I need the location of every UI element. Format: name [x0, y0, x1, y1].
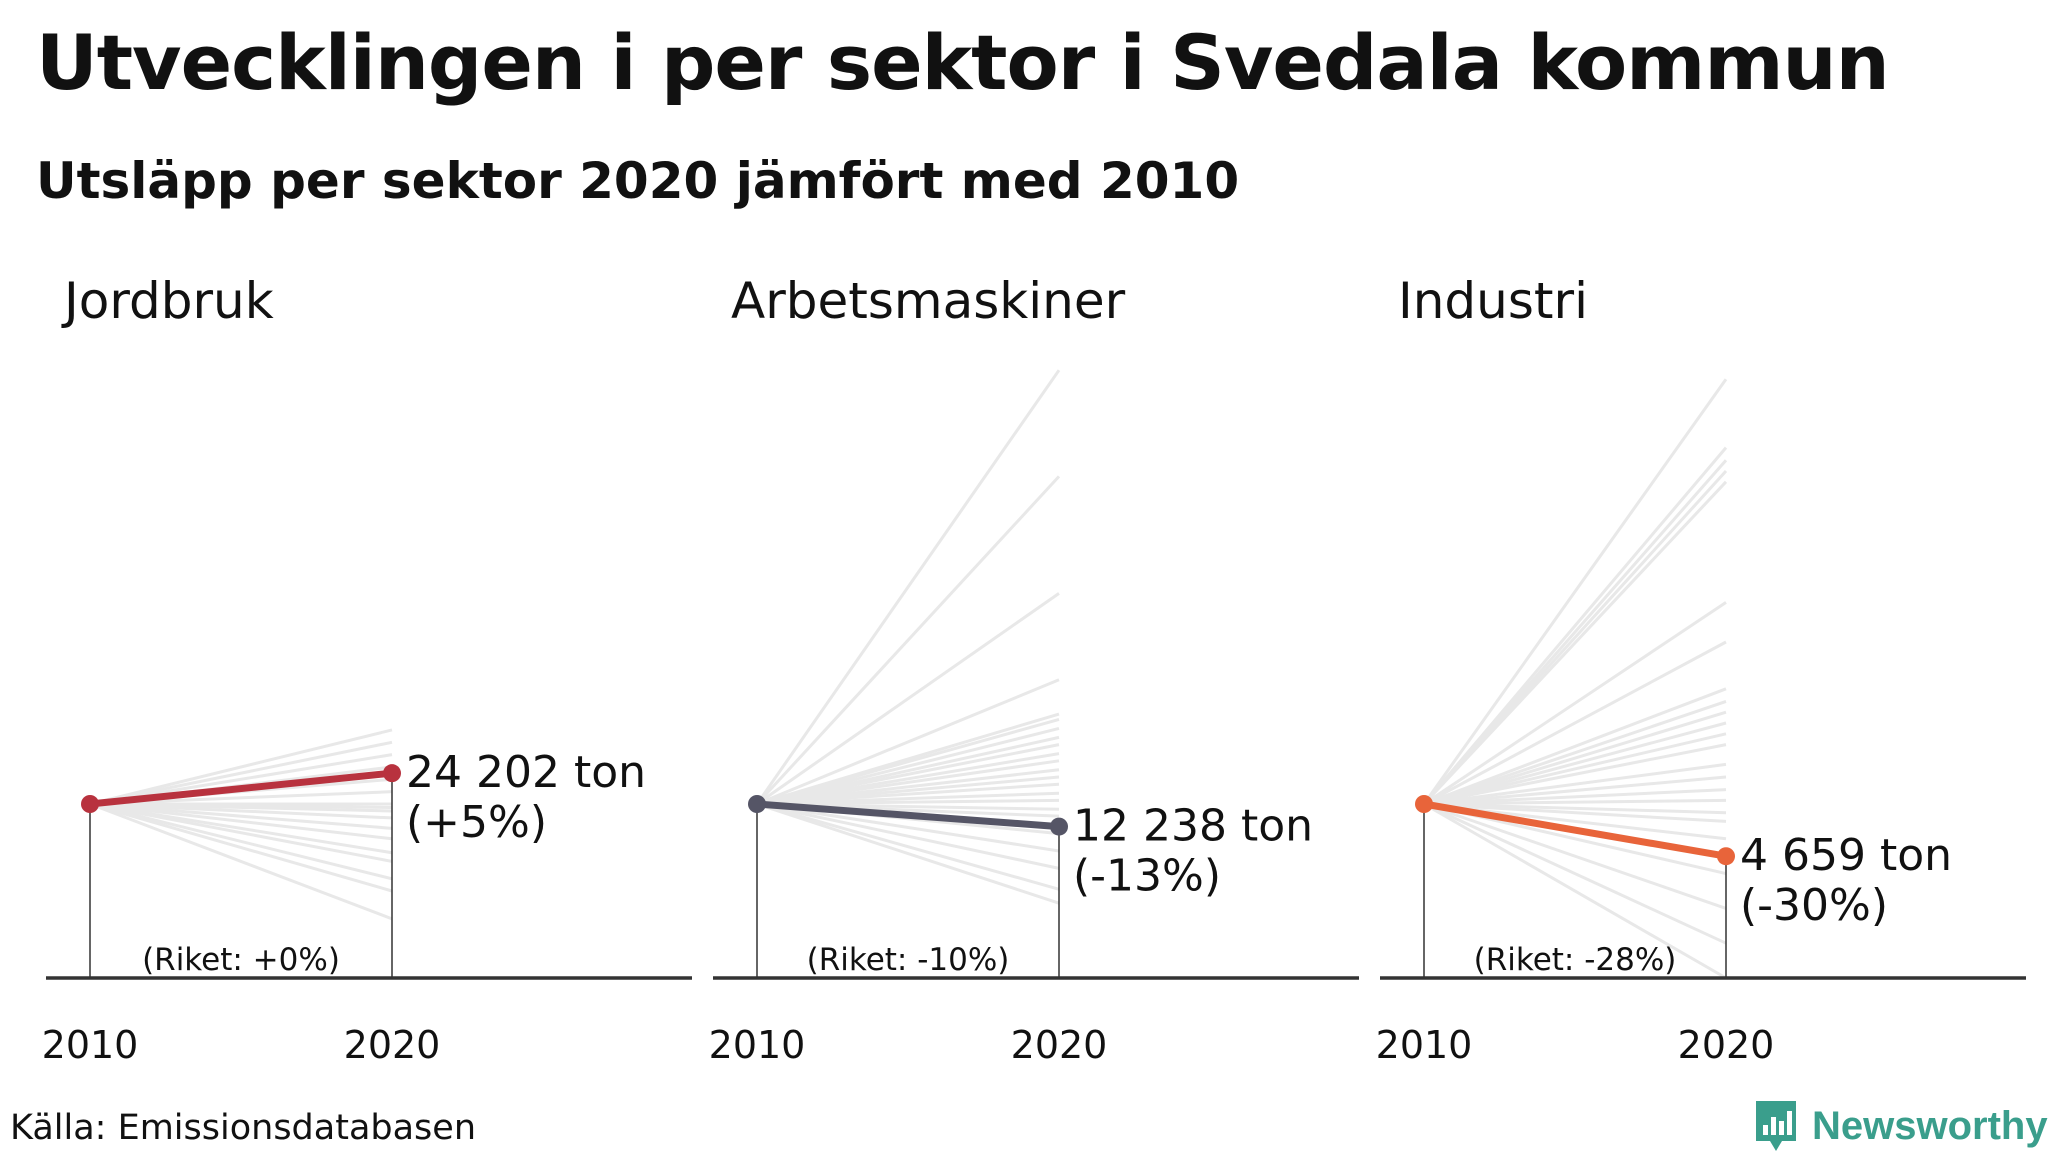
comparison-line [1423, 802, 1727, 823]
chart-title: Utvecklingen i per sektor i Svedala komm… [36, 18, 1890, 107]
highlight-point-2010 [81, 795, 99, 813]
newsworthy-logo: Newsworthy [1752, 1096, 2048, 1156]
comparison-line [1423, 788, 1727, 806]
value-label: 4 659 ton [1740, 830, 1952, 881]
comparison-line [1423, 640, 1727, 806]
tick-label-2010: 2010 [1376, 1023, 1473, 1067]
change-label: (-30%) [1740, 880, 1888, 931]
brand-name: Newsworthy [1812, 1103, 2048, 1148]
chart-subtitle: Utsläpp per sektor 2020 jämfört med 2010 [36, 152, 1240, 210]
comparison-line [89, 802, 393, 820]
panel-industri: Industri 4 659 ton(-30%) (Riket: -28%) 2010… [1376, 272, 2026, 1067]
panel-arbetsmaskiner: Arbetsmaskiner 12 238 ton(-13%) (Riket: -1… [709, 272, 1359, 1067]
highlight-point-2020 [1050, 817, 1068, 836]
national-label: (Riket: -10%) [807, 942, 1010, 978]
comparison-line [1423, 802, 1727, 910]
comparison-line [1423, 743, 1727, 806]
comparison-line [89, 802, 393, 863]
comparison-line [1423, 687, 1727, 806]
highlight-line [753, 800, 1063, 831]
comparison-line [756, 678, 1060, 806]
comparison-line [89, 802, 393, 881]
comparison-line [1423, 732, 1727, 806]
highlight-point-2020 [1717, 847, 1735, 866]
comparison-line [89, 740, 393, 806]
value-label: 12 238 ton [1073, 801, 1313, 852]
comparison-line [755, 475, 1061, 806]
comparison-line [756, 802, 1060, 891]
comparison-line [1423, 721, 1727, 806]
comparison-line [755, 369, 1061, 805]
tick-label-2020: 2020 [1678, 1023, 1775, 1067]
highlight-line [1420, 800, 1730, 860]
panel-title: Arbetsmaskiner [731, 272, 1126, 330]
comparison-line [1423, 699, 1727, 806]
source-note: Källa: Emissionsdatabasen [10, 1108, 477, 1148]
value-label: 24 202 ton [406, 747, 646, 798]
panel-title: Industri [1398, 272, 1588, 330]
comparison-line [1423, 802, 1727, 945]
tick-label-2010: 2010 [709, 1023, 806, 1067]
comparison-line [89, 728, 393, 806]
comparison-line [1423, 802, 1727, 980]
change-label: (-13%) [1073, 851, 1221, 902]
highlight-point-2010 [748, 795, 766, 813]
panel-title: Jordbruk [61, 272, 274, 330]
comparison-line [89, 802, 393, 841]
comparison-line [1423, 710, 1727, 806]
comparison-line [756, 592, 1060, 806]
tick-label-2010: 2010 [42, 1023, 139, 1067]
tick-label-2020: 2020 [344, 1023, 441, 1067]
comparison-line [89, 802, 393, 893]
panel-jordbruk: Jordbruk 24 202 ton(+5%) (Riket: +0%) 2010 2… [42, 272, 692, 1067]
comparison-line [1422, 480, 1728, 806]
comparison-line [756, 802, 1060, 870]
comparison-line [89, 802, 393, 830]
national-label: (Riket: +0%) [142, 942, 340, 978]
comparison-line [756, 802, 1060, 853]
highlight-point-2010 [1415, 795, 1433, 813]
comparison-line [756, 802, 1060, 905]
highlight-line [86, 769, 396, 808]
highlight-point-2020 [383, 764, 401, 783]
tick-label-2020: 2020 [1011, 1023, 1108, 1067]
comparison-line [1423, 762, 1727, 806]
comparison-line [1423, 798, 1727, 806]
comparison-line [1422, 378, 1728, 805]
national-label: (Riket: -28%) [1474, 942, 1677, 978]
comparison-line [89, 802, 393, 921]
comparison-line [1423, 775, 1727, 806]
comparison-line [1423, 601, 1727, 806]
newsworthy-logo-icon [1756, 1101, 1796, 1151]
change-label: (+5%) [406, 797, 547, 848]
